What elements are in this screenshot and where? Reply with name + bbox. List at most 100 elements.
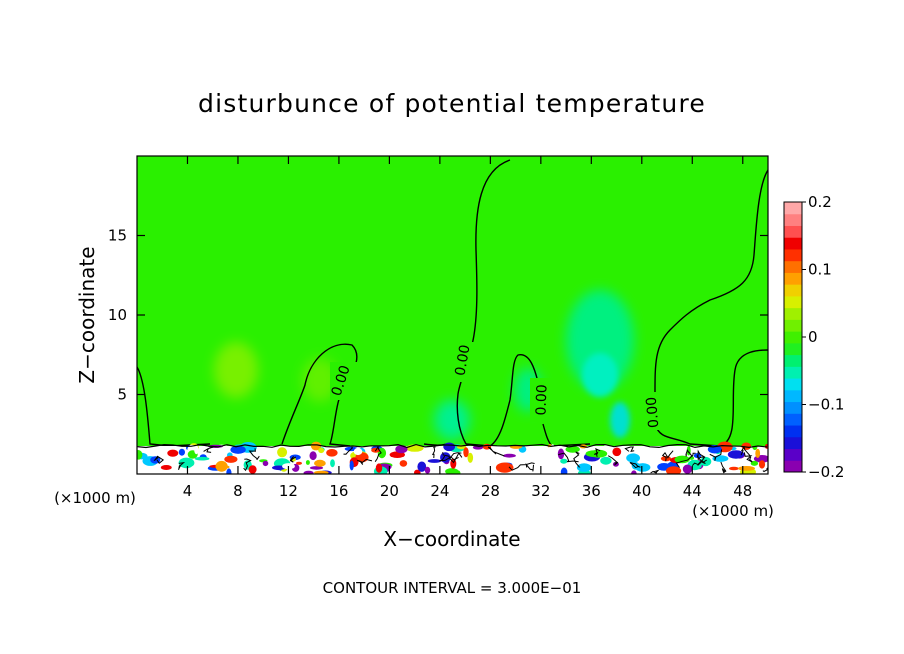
boundary-layer-cell: [560, 458, 568, 464]
boundary-layer-contour: [624, 446, 635, 452]
contour-line: [654, 349, 768, 447]
contour-label: 0.00: [644, 396, 663, 428]
boundary-layer-cell: [727, 450, 745, 459]
boundary-layer-cell: [626, 453, 640, 463]
x-tick-label: 8: [233, 482, 243, 500]
chart-title: disturbunce of potential temperature: [198, 89, 706, 118]
y-tick-label: 10: [108, 306, 127, 324]
boundary-layer-cell: [314, 459, 326, 467]
x-axis: 4 8 12 16 20 24 28 32 36 40 44 48: [183, 156, 752, 500]
colorbar-swatch: [784, 237, 802, 250]
contour-line: [465, 354, 539, 447]
colorbar-swatch: [784, 401, 802, 414]
boundary-layer-cell: [750, 460, 759, 466]
boundary-layer-cell: [330, 459, 335, 468]
contour-interval-note: CONTOUR INTERVAL = 3.000E−01: [323, 579, 582, 597]
colorbar-swatch: [784, 272, 802, 285]
boundary-layer-cell: [318, 447, 325, 454]
x-tick-label: 36: [582, 482, 601, 500]
colorbar-tick-label: −0.2: [808, 463, 844, 481]
boundary-layer-cell: [326, 449, 338, 457]
boundary-layer-contour: [697, 449, 706, 461]
cool-anomaly: [434, 400, 470, 440]
colorbar-swatch: [784, 319, 802, 332]
x-tick-label: 48: [733, 482, 752, 500]
x-axis-label: X−coordinate: [383, 527, 520, 551]
x-tick-label: 44: [683, 482, 702, 500]
contour-label: 0.00: [533, 384, 550, 416]
boundary-layer-cell: [248, 465, 257, 474]
boundary-layer-cell: [277, 447, 288, 458]
boundary-layer-cell: [309, 466, 324, 470]
cool-anomaly: [610, 402, 630, 438]
boundary-layer-contour: [289, 456, 297, 463]
boundary-layer-cell: [349, 460, 354, 471]
boundary-layer-cell: [262, 460, 269, 467]
x-unit-left: (×1000 m): [54, 489, 136, 507]
x-unit-right: (×1000 m): [692, 502, 774, 520]
boundary-layer-cell: [529, 448, 547, 454]
boundary-layer-contour: [558, 452, 579, 463]
boundary-layer-cell: [178, 457, 195, 469]
colorbar-tick-label: 0: [808, 328, 818, 346]
x-tick-label: 28: [481, 482, 500, 500]
boundary-layer-contour: [650, 469, 660, 474]
boundary-layer-cell: [600, 456, 612, 465]
colorbar-swatch: [784, 331, 802, 344]
boundary-layer-contour: [203, 446, 214, 453]
boundary-layer-cell: [191, 464, 208, 471]
boundary-layer-cell: [194, 445, 199, 455]
boundary-layer-cell: [178, 448, 185, 456]
boundary-layer-cell: [296, 461, 302, 465]
x-tick-label: 20: [380, 482, 399, 500]
boundary-layer-cell: [495, 462, 514, 473]
x-tick-label: 4: [183, 482, 193, 500]
colorbar-swatch: [784, 284, 802, 297]
boundary-layer-cell: [314, 470, 329, 474]
colorbar-swatch: [784, 378, 802, 391]
zero-contours: [137, 159, 768, 447]
boundary-layer-cell: [631, 470, 637, 474]
boundary-layer-cell: [463, 447, 469, 458]
boundary-layer-cell: [160, 465, 172, 470]
boundary-layer-contour: [720, 461, 727, 474]
boundary-layer-contour: [762, 466, 768, 473]
boundary-layer-cell: [417, 461, 427, 472]
boundary-layer-cell: [540, 468, 546, 474]
boundary-layer-cell: [230, 445, 246, 454]
boundary-layer-cell: [427, 459, 442, 463]
boundary-layer-contour: [593, 448, 601, 457]
contour-label-bg: [530, 378, 558, 422]
boundary-layer-cell: [137, 450, 143, 460]
boundary-layer-cell: [424, 466, 431, 474]
colorbar-swatch: [784, 354, 802, 367]
boundary-layer-contour: [439, 455, 459, 462]
contour-line: [281, 343, 358, 447]
contour-label-bg: [330, 362, 360, 400]
colorbar-swatch: [784, 248, 802, 262]
y-axis-label: Z−coordinate: [75, 246, 99, 383]
boundary-layer-cell: [305, 460, 310, 465]
colorbar: 0.2 0.1 0 −0.1 −0.2: [783, 193, 844, 481]
boundary-layer-contour: [374, 445, 382, 462]
contour-line: [654, 169, 768, 393]
cool-anomaly: [582, 353, 618, 397]
plot-area: 0.00 0.00 0.00 0.00: [137, 156, 768, 474]
boundary-layer-contour: [709, 449, 723, 461]
boundary-layer-cell: [682, 464, 693, 474]
contour-label-bg: [642, 394, 668, 430]
boundary-layer-cell: [467, 452, 474, 463]
boundary-layer-contour: [508, 462, 535, 471]
boundary-layer-cell: [353, 447, 363, 456]
colorbar-swatch: [784, 460, 802, 473]
colorbar-tick-label: 0.1: [808, 261, 832, 279]
colorbar-swatch: [784, 295, 802, 309]
colorbar-swatch: [784, 307, 802, 320]
boundary-layer-contour: [573, 451, 581, 468]
boundary-layer-cell: [310, 441, 322, 451]
boundary-layer-contour: [248, 448, 260, 461]
boundary-layer-edge: [137, 443, 768, 449]
boundary-layer-band: [137, 441, 768, 474]
boundary-layer-contour: [675, 452, 696, 468]
boundary-layer-cell: [224, 455, 238, 463]
